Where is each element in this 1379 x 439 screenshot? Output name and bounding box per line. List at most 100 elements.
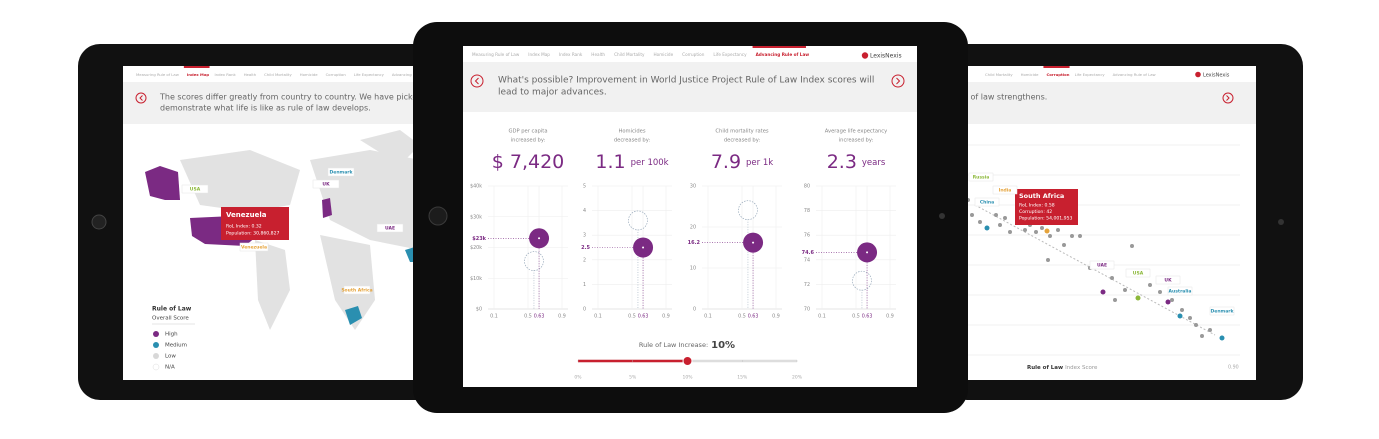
header-text: demonstrate what life is like as rule of…: [160, 104, 371, 113]
value: $ 7,420: [492, 151, 565, 173]
tooltip-line: RoL Index: 0.58: [1019, 203, 1055, 209]
axis-end-label: 0.90: [1228, 365, 1239, 371]
nav-item[interactable]: Index Map: [187, 72, 210, 77]
axis-title: Rule of Law Index Score: [1027, 365, 1098, 371]
axis-title-rest: Index Score: [1065, 365, 1098, 371]
nav-item[interactable]: Life Expectancy: [713, 52, 747, 57]
arrow-glyph: [474, 77, 479, 85]
legend-label: Medium: [165, 343, 187, 349]
slider-caption: Rule of Law Increase: 10%: [639, 340, 735, 351]
nav-item[interactable]: Corruption: [1046, 72, 1069, 77]
nav-item[interactable]: Index Map: [528, 52, 550, 57]
nav-item[interactable]: Index Rank: [559, 52, 583, 57]
slider-tick-label: 5%: [629, 375, 637, 381]
nav-item[interactable]: Life Expectancy: [354, 72, 385, 77]
nav-item[interactable]: Corruption: [326, 72, 347, 77]
value: 7.9: [711, 151, 741, 173]
nav-item[interactable]: Homicide: [654, 52, 674, 57]
nav-item[interactable]: Life Expectancy: [1075, 72, 1106, 77]
nav-item[interactable]: Health: [591, 52, 605, 57]
nav-item[interactable]: Homicide: [300, 72, 318, 77]
baseline-point: [738, 200, 758, 221]
legend-swatch: [152, 363, 160, 371]
china-dot: [984, 225, 990, 231]
map-label: USA: [190, 187, 201, 193]
point-center: [752, 241, 755, 244]
y-tick-label: 0: [583, 307, 586, 313]
nav-item[interactable]: Homicide: [1021, 72, 1039, 77]
x-tick-label: 0.9: [662, 314, 670, 320]
nav-item[interactable]: Health: [244, 72, 257, 77]
map-label: Denmark: [330, 170, 354, 176]
slider-tick-label: 0%: [574, 375, 582, 381]
tooltip-title: South Africa: [1019, 192, 1064, 200]
y-tick-label: $40k: [470, 184, 482, 190]
y-tick-label: 30: [690, 184, 696, 190]
brand-logo: [1195, 71, 1201, 78]
prev-arrow[interactable]: [135, 92, 147, 104]
x-tick-label: 0.63: [638, 314, 649, 320]
scatter-label-box: [968, 172, 994, 182]
scatter-label-box: [974, 197, 1000, 207]
header-text: e of law strengthens.: [963, 93, 1047, 102]
header-text: What's possible? Improvement in World Ju…: [498, 76, 874, 86]
slider-knob[interactable]: [682, 356, 693, 366]
legend-subtitle: Overall Score: [152, 316, 189, 322]
value: 2.3: [827, 151, 857, 173]
right-screen: Child Mortality Homicide Corruption Life Ex…: [960, 66, 1256, 380]
next-arrow[interactable]: [891, 74, 905, 88]
slider-tick-label: 20%: [792, 375, 803, 381]
y-tick-label: 76: [804, 233, 810, 239]
y-tick-label: $10k: [470, 276, 482, 282]
nav-active-bar: [183, 66, 210, 68]
header-band: [123, 82, 420, 124]
nav-item[interactable]: Advancing Rule of Law: [1113, 72, 1156, 77]
point-center: [538, 237, 541, 240]
uk-region: [322, 198, 332, 218]
y-tick-label: 5: [583, 184, 586, 190]
nav-item[interactable]: Child Mortality: [264, 72, 292, 77]
caption: increased by:: [511, 138, 546, 144]
x-tick-label: 0.9: [772, 314, 780, 320]
nav-item[interactable]: Index Rank: [215, 72, 237, 77]
y-tick-label: 80: [804, 184, 810, 190]
nav-item[interactable]: Measuring Rule of Law: [472, 52, 520, 57]
arrow-glyph: [1226, 95, 1230, 101]
scatter-label: UAE: [1097, 263, 1107, 269]
nav-item[interactable]: Advancing Rule of Law: [756, 52, 810, 57]
uae-dot: [1100, 289, 1106, 295]
header-text: The scores differ greatly from country t…: [159, 93, 422, 102]
trend-line: [974, 204, 1216, 336]
scatter-label: Denmark: [1211, 309, 1235, 315]
nav-item[interactable]: Child Mortality: [614, 52, 645, 57]
next-arrow[interactable]: [1222, 92, 1234, 104]
caption: Child mortality rates: [715, 129, 768, 135]
point-label: 2.5: [581, 245, 590, 251]
axis-title-strong: Rule of Law: [1027, 365, 1063, 371]
y-tick-label: 78: [804, 208, 810, 214]
nav-item[interactable]: Child Mortality: [985, 72, 1013, 77]
x-tick-label: 0.5: [852, 314, 860, 320]
map-label-box: [327, 167, 355, 177]
baseline-point: [852, 270, 872, 291]
x-tick-label: 0.5: [524, 314, 532, 320]
slider-tick-label: 15%: [737, 375, 748, 381]
map-label-box: [343, 285, 371, 295]
map-label-box: [312, 179, 340, 189]
slider-tick-label: 10%: [682, 375, 693, 381]
scatter-label-box: [1089, 260, 1115, 270]
nav-item[interactable]: Measuring Rule of Law: [136, 72, 179, 77]
nav-item[interactable]: Advancing Rule of Law: [392, 72, 435, 77]
caption: decreased by:: [724, 138, 761, 144]
headline-value: 1.1 per 100k: [595, 151, 668, 173]
caption: decreased by:: [614, 138, 651, 144]
prev-arrow[interactable]: [470, 74, 484, 88]
nav-item[interactable]: Corruption: [682, 52, 705, 57]
tooltip-line: Population: 30,860,827: [226, 231, 280, 237]
caption: GDP per capita: [508, 129, 547, 135]
alaska-region: [145, 166, 180, 200]
unit: per 100k: [631, 158, 669, 168]
legend-label: High: [165, 332, 178, 338]
scatter-label-box: [1167, 286, 1193, 296]
center-tablet: Measuring Rule of Law Index Map Index Rank…: [413, 22, 968, 413]
